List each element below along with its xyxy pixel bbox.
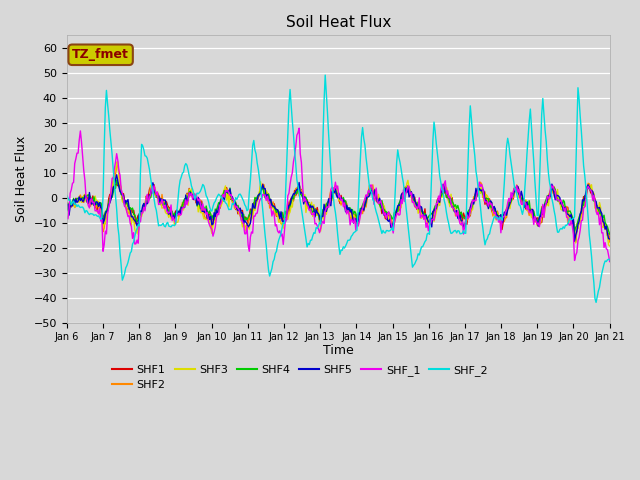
SHF1 — [63, 200, 70, 205]
SHF5 — [557, 201, 564, 207]
SHF4 — [113, 177, 120, 183]
SHF_2 — [292, 161, 300, 167]
SHF5 — [233, 205, 241, 211]
Y-axis label: Soil Heat Flux: Soil Heat Flux — [15, 136, 28, 222]
Text: TZ_fmet: TZ_fmet — [72, 48, 129, 61]
Line: SHF4: SHF4 — [67, 180, 610, 234]
SHF1 — [233, 204, 241, 209]
SHF3 — [233, 204, 241, 209]
SHF3 — [293, 189, 301, 195]
SHF1 — [463, 221, 470, 227]
SHF2 — [233, 206, 241, 212]
SHF_2 — [606, 257, 614, 263]
Line: SHF_1: SHF_1 — [67, 128, 610, 262]
SHF_1 — [292, 144, 300, 150]
SHF4 — [557, 198, 564, 204]
SHF1 — [293, 190, 301, 195]
SHF_2 — [321, 72, 329, 78]
Line: SHF5: SHF5 — [67, 175, 610, 241]
Legend: SHF1, SHF2, SHF3, SHF4, SHF5, SHF_1, SHF_2: SHF1, SHF2, SHF3, SHF4, SHF5, SHF_1, SHF… — [108, 360, 493, 395]
SHF5 — [63, 203, 70, 208]
SHF1 — [116, 180, 124, 185]
SHF_2 — [63, 192, 70, 198]
SHF_2 — [394, 147, 401, 153]
SHF2 — [293, 185, 301, 191]
SHF_1 — [368, 182, 376, 188]
SHF1 — [557, 199, 564, 204]
SHF3 — [557, 206, 564, 212]
Line: SHF3: SHF3 — [67, 162, 610, 246]
SHF1 — [394, 204, 401, 210]
SHF5 — [293, 187, 301, 192]
SHF2 — [368, 190, 376, 196]
SHF3 — [114, 159, 122, 165]
SHF4 — [293, 191, 301, 197]
SHF1 — [572, 239, 580, 245]
SHF_2 — [557, 226, 564, 231]
SHF5 — [571, 239, 579, 244]
SHF1 — [368, 184, 376, 190]
SHF_1 — [232, 205, 239, 211]
SHF_1 — [295, 125, 303, 131]
Line: SHF2: SHF2 — [67, 165, 610, 242]
SHF3 — [368, 184, 376, 190]
SHF4 — [368, 189, 376, 194]
SHF_2 — [232, 195, 239, 201]
SHF5 — [394, 203, 401, 209]
SHF4 — [394, 208, 401, 214]
SHF1 — [606, 238, 614, 244]
Title: Soil Heat Flux: Soil Heat Flux — [285, 15, 391, 30]
SHF_1 — [463, 212, 470, 218]
Line: SHF_2: SHF_2 — [67, 75, 610, 302]
SHF3 — [63, 205, 70, 211]
SHF2 — [63, 202, 70, 207]
SHF3 — [394, 208, 401, 214]
SHF_2 — [368, 190, 376, 196]
SHF2 — [606, 239, 614, 245]
SHF2 — [394, 208, 401, 214]
SHF2 — [557, 204, 564, 210]
SHF4 — [233, 205, 241, 211]
SHF5 — [368, 188, 376, 193]
SHF3 — [463, 213, 470, 218]
SHF_1 — [557, 197, 564, 203]
SHF5 — [606, 236, 614, 242]
SHF5 — [113, 172, 120, 178]
SHF4 — [63, 208, 70, 214]
X-axis label: Time: Time — [323, 344, 354, 357]
SHF2 — [463, 217, 470, 223]
SHF2 — [114, 162, 122, 168]
SHF3 — [606, 243, 614, 249]
SHF4 — [463, 212, 470, 218]
SHF4 — [606, 231, 614, 237]
SHF_1 — [606, 259, 614, 264]
SHF_2 — [463, 193, 470, 199]
SHF_1 — [394, 210, 401, 216]
Line: SHF1: SHF1 — [67, 182, 610, 242]
SHF_1 — [63, 214, 70, 219]
SHF5 — [463, 209, 470, 215]
SHF_2 — [592, 300, 600, 305]
